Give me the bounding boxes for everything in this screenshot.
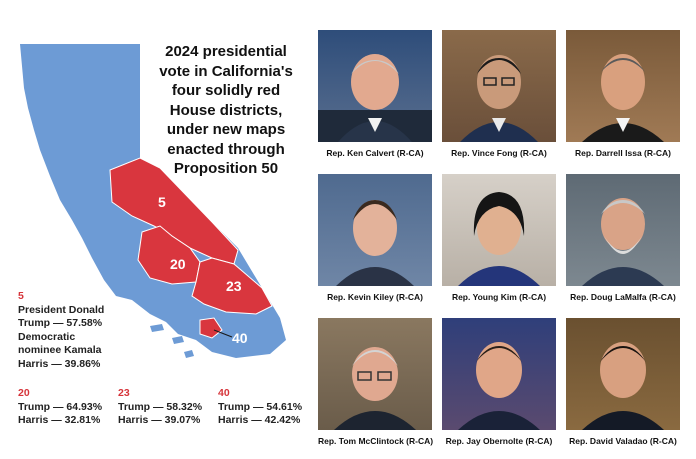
rep-caption-kiley: Rep. Kevin Kiley (R-CA): [327, 292, 423, 302]
district-40-line-2: Harris — 42.42%: [218, 414, 301, 426]
rep-photo-mcclintock: [318, 318, 432, 430]
rep-card-obernolte: Rep. Jay Obernolte (R-CA): [442, 318, 556, 446]
district-20-label: 20: [170, 256, 186, 272]
page-title: 2024 presidential vote in California's f…: [159, 43, 293, 177]
rep-portrait-calvert: [318, 54, 432, 142]
rep-caption-fong: Rep. Vince Fong (R-CA): [451, 148, 547, 158]
district-20-number: 20: [18, 387, 30, 399]
rep-card-kim: Rep. Young Kim (R-CA): [442, 174, 556, 302]
district-23-stats: 23 Trump — 58.32% Harris — 39.07%: [118, 387, 202, 428]
representatives-grid: Rep. Ken Calvert (R-CA) Rep. Vince Fong …: [318, 30, 690, 450]
district-20-stats: 20 Trump — 64.93% Harris — 32.81%: [18, 387, 102, 428]
rep-photo-obernolte: [442, 318, 556, 430]
rep-photo-valadao: [566, 318, 680, 430]
rep-photo-kim: [442, 174, 556, 286]
rep-caption-kim: Rep. Young Kim (R-CA): [451, 292, 547, 302]
district-5-line-2: Trump — 57.58%: [18, 317, 103, 329]
rep-card-issa: Rep. Darrell Issa (R-CA): [566, 30, 680, 158]
rep-card-fong: Rep. Vince Fong (R-CA): [442, 30, 556, 158]
district-40-stats: 40 Trump — 54.61% Harris — 42.42%: [218, 387, 302, 428]
rep-photo-lamalfa: [566, 174, 680, 286]
rep-card-mcclintock: Rep. Tom McClintock (R-CA): [318, 318, 434, 446]
rep-portrait-kim: [458, 192, 540, 286]
rep-portrait-kiley: [336, 200, 414, 286]
rep-photo-issa: [566, 30, 680, 142]
district-40-leader-line: [213, 329, 233, 338]
rep-photo-calvert: [318, 30, 432, 142]
rep-portrait-issa: [582, 54, 664, 142]
rep-caption-valadao: Rep. David Valadao (R-CA): [569, 436, 677, 446]
district-5-line-5: Harris — 39.86%: [18, 357, 101, 370]
rep-card-kiley: Rep. Kevin Kiley (R-CA): [318, 174, 432, 302]
district-5-number: 5: [18, 290, 24, 302]
rep-card-calvert: Rep. Ken Calvert (R-CA): [318, 30, 432, 158]
district-23-label: 23: [226, 278, 242, 294]
rep-card-valadao: Rep. David Valadao (R-CA): [566, 318, 680, 446]
district-5-line-4: nominee Kamala: [18, 344, 102, 356]
channel-island-3: [184, 350, 194, 358]
channel-island-1: [150, 324, 164, 332]
district-5-line-1: President Donald: [18, 303, 105, 316]
rep-caption-obernolte: Rep. Jay Obernolte (R-CA): [445, 436, 553, 446]
california-map: 5 20 23 40: [0, 0, 300, 380]
rep-caption-issa: Rep. Darrell Issa (R-CA): [575, 148, 671, 158]
rep-photo-kiley: [318, 174, 432, 286]
rep-portrait-mcclintock: [334, 347, 416, 430]
rep-portrait-lamalfa: [582, 198, 664, 286]
rep-photo-fong: [442, 30, 556, 142]
district-40-line-1: Trump — 54.61%: [218, 400, 303, 413]
rep-portrait-fong: [460, 55, 538, 142]
district-23-number: 23: [118, 387, 130, 399]
district-40-shape: [199, 317, 223, 339]
district-20-line-1: Trump — 64.93%: [18, 400, 103, 413]
district-23-shape: [191, 257, 273, 315]
district-20-line-2: Harris — 32.81%: [18, 414, 101, 426]
district-5-line-3: Democratic: [18, 330, 76, 343]
rep-card-lamalfa: Rep. Doug LaMalfa (R-CA): [566, 174, 680, 302]
district-5-stats: 5 President Donald Trump — 57.58% Democr…: [18, 290, 104, 371]
district-23-line-1: Trump — 58.32%: [118, 400, 203, 413]
district-40-label: 40: [232, 330, 248, 346]
california-map-svg: [20, 44, 286, 358]
rep-caption-lamalfa: Rep. Doug LaMalfa (R-CA): [570, 292, 676, 302]
rep-caption-calvert: Rep. Ken Calvert (R-CA): [326, 148, 424, 158]
channel-island-2: [172, 336, 184, 344]
rep-caption-mcclintock: Rep. Tom McClintock (R-CA): [318, 436, 434, 446]
rep-portrait-obernolte: [458, 342, 540, 430]
district-5-label: 5: [158, 194, 166, 210]
district-40-number: 40: [218, 387, 230, 399]
rep-portrait-valadao: [582, 342, 664, 430]
district-23-line-2: Harris — 39.07%: [118, 414, 201, 426]
